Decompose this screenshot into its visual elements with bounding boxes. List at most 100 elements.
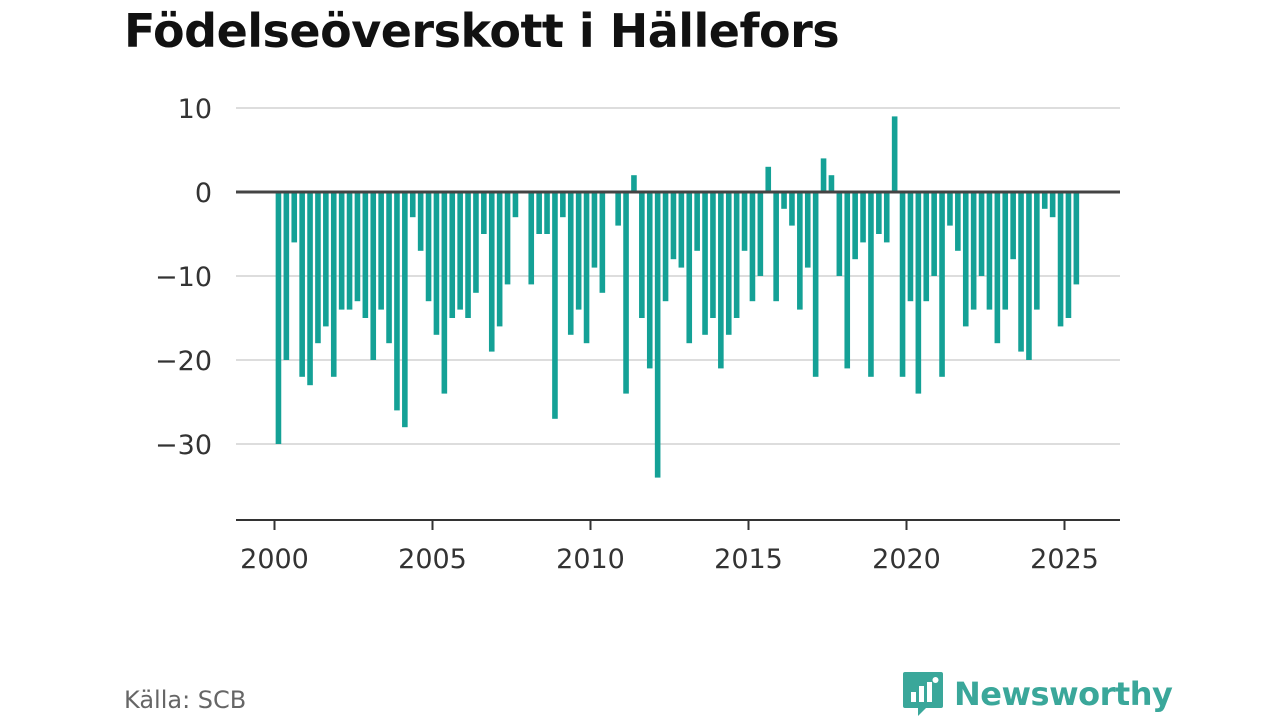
- bar: [702, 192, 708, 335]
- bar: [504, 192, 511, 285]
- bar: [457, 192, 463, 310]
- bar: [804, 192, 811, 268]
- chart-title: Födelseöverskott i Hällefors: [124, 4, 840, 58]
- bar: [362, 192, 369, 318]
- bar: [433, 192, 440, 335]
- bar: [1034, 192, 1040, 310]
- bar: [828, 175, 835, 192]
- bar: [852, 192, 858, 260]
- bar: [710, 192, 716, 318]
- bar: [354, 192, 361, 302]
- bar: [488, 192, 495, 352]
- bar: [741, 192, 748, 251]
- bar: [883, 192, 890, 243]
- x-tick-label: 2005: [398, 544, 467, 575]
- bar: [623, 192, 629, 394]
- bar: [1010, 192, 1016, 260]
- bar: [591, 192, 598, 268]
- bar: [733, 192, 740, 318]
- bar: [481, 192, 487, 234]
- bar: [789, 192, 795, 226]
- bar: [670, 192, 677, 260]
- bar: [773, 192, 779, 302]
- bar: [496, 192, 503, 327]
- bar: [686, 192, 693, 344]
- bar: [891, 116, 898, 192]
- bar: [844, 192, 851, 369]
- bar: [1073, 192, 1080, 285]
- bar: [860, 192, 866, 243]
- bar: [299, 192, 305, 377]
- bar: [473, 192, 479, 293]
- bar-series: [275, 116, 1080, 478]
- bar: [370, 192, 377, 360]
- y-tick-label: −20: [155, 346, 212, 377]
- x-tick-label: 2025: [1030, 544, 1099, 575]
- x-tick-label: 2000: [240, 544, 309, 575]
- bar: [1057, 192, 1064, 327]
- bar: [560, 192, 566, 218]
- bar: [425, 192, 432, 302]
- bar: [275, 192, 282, 444]
- bar: [544, 192, 550, 234]
- bar: [836, 192, 843, 276]
- bar: [528, 192, 535, 285]
- bar: [1065, 192, 1072, 318]
- bar: [1041, 192, 1048, 209]
- bar: [923, 192, 930, 302]
- bar: [820, 158, 827, 192]
- x-axis: 2000 2005 2010 2015 2020 2025: [236, 519, 1120, 575]
- bar: [797, 192, 803, 310]
- bar: [465, 192, 471, 318]
- y-axis: 10 0 −10 −20 −30: [155, 94, 212, 461]
- bar: [781, 192, 787, 209]
- bar: [567, 192, 574, 335]
- bar: [512, 192, 519, 218]
- bar: [876, 192, 882, 234]
- bar: [536, 192, 542, 234]
- newsworthy-logo: Newsworthy: [902, 670, 1173, 718]
- bar: [1018, 192, 1024, 352]
- bar: [283, 192, 290, 360]
- bar: [1002, 192, 1009, 310]
- bar-chart-speech-bubble-icon: [903, 672, 943, 716]
- bar: [409, 192, 416, 218]
- bar: [678, 192, 685, 268]
- y-tick-label: 0: [195, 178, 212, 209]
- brand-name: Newsworthy: [954, 675, 1173, 713]
- bar: [631, 175, 637, 192]
- bar: [338, 192, 345, 310]
- bar: [575, 192, 582, 310]
- bar: [599, 192, 606, 293]
- bar: [654, 192, 661, 478]
- bar: [441, 192, 448, 394]
- bar: [718, 192, 724, 369]
- bar: [962, 192, 969, 327]
- bar: [955, 192, 961, 251]
- bar: [662, 192, 669, 302]
- x-tick-label: 2020: [872, 544, 941, 575]
- bar: [907, 192, 914, 302]
- bar: [939, 192, 945, 377]
- bar: [986, 192, 993, 310]
- bar: [812, 192, 819, 377]
- bar: [346, 192, 353, 310]
- y-tick-label: −10: [155, 262, 212, 293]
- bar: [978, 192, 985, 276]
- bar: [694, 192, 700, 251]
- bar: [757, 192, 764, 276]
- bar: [765, 166, 772, 192]
- bar: [1026, 192, 1032, 360]
- bar: [315, 192, 321, 344]
- bar: [417, 192, 424, 251]
- bar: [931, 192, 937, 276]
- bar: [868, 192, 874, 377]
- bar: [915, 192, 922, 394]
- bar: [947, 192, 953, 226]
- bar: [323, 192, 329, 327]
- source-note: Källa: SCB: [124, 686, 247, 714]
- bar: [378, 192, 384, 310]
- bar: [583, 192, 590, 344]
- x-tick-label: 2015: [714, 544, 783, 575]
- x-tick-label: 2010: [556, 544, 625, 575]
